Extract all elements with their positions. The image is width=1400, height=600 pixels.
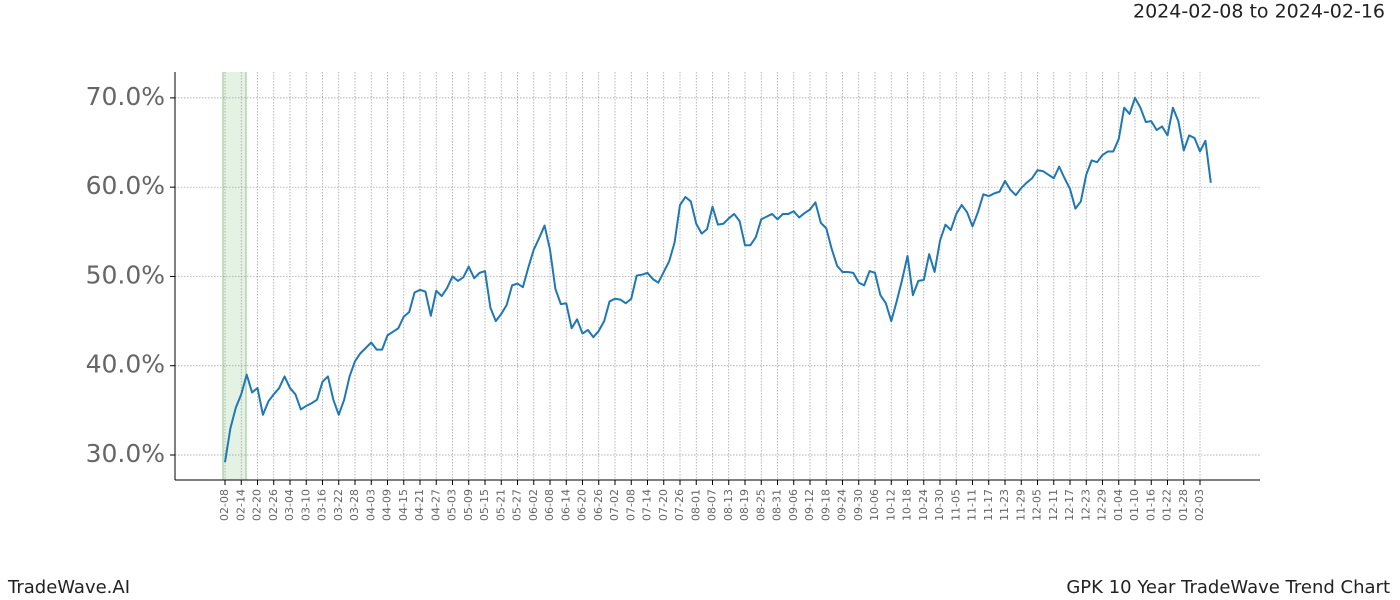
x-tick-label: 11-05	[949, 489, 962, 521]
x-tick-label: 08-31	[771, 489, 784, 521]
y-tick-label: 40.0%	[86, 350, 165, 379]
y-tick-label: 50.0%	[86, 260, 165, 289]
x-tick-label: 10-12	[884, 489, 897, 521]
x-tick-label: 08-13	[722, 489, 735, 521]
x-tick-label: 10-30	[933, 489, 946, 521]
x-tick-label: 05-21	[494, 489, 507, 521]
x-tick-label: 09-24	[836, 489, 849, 521]
x-tick-label: 10-24	[917, 489, 930, 521]
x-tick-label: 12-11	[1047, 489, 1060, 521]
x-tick-label: 03-22	[332, 489, 345, 521]
x-tick-label: 06-20	[576, 489, 589, 521]
x-tick-label: 12-29	[1096, 489, 1109, 521]
x-tick-label: 10-06	[868, 489, 881, 521]
x-tick-label: 07-02	[608, 489, 621, 521]
x-tick-label: 04-09	[381, 489, 394, 521]
x-tick-label: 11-23	[998, 489, 1011, 521]
x-tick-label: 11-11	[966, 489, 979, 521]
y-tick-label: 70.0%	[86, 82, 165, 111]
source-label: TradeWave.AI	[7, 577, 130, 598]
x-tick-label: 07-14	[641, 489, 654, 521]
x-tick-label: 04-15	[397, 489, 410, 521]
highlight-window	[223, 72, 246, 480]
x-tick-label: 07-26	[673, 489, 686, 521]
x-tick-label: 01-04	[1112, 489, 1125, 521]
x-tick-label: 09-18	[819, 489, 832, 521]
x-tick-label: 04-27	[429, 489, 442, 521]
x-tick-label: 05-27	[511, 489, 524, 521]
chart-title: GPK 10 Year TradeWave Trend Chart	[1066, 577, 1390, 598]
x-tick-label: 01-28	[1177, 489, 1190, 521]
x-tick-label: 12-17	[1063, 489, 1076, 521]
x-tick-label: 08-07	[706, 489, 719, 521]
x-tick-label: 01-10	[1128, 489, 1141, 521]
x-tick-label: 04-03	[364, 489, 377, 521]
x-tick-label: 10-18	[901, 489, 914, 521]
x-tick-label: 02-03	[1193, 489, 1206, 521]
x-tick-label: 07-08	[624, 489, 637, 521]
x-tick-label: 05-09	[462, 489, 475, 521]
x-tick-label: 07-20	[657, 489, 670, 521]
x-tick-label: 06-08	[543, 489, 556, 521]
x-tick-label: 12-05	[1031, 489, 1044, 521]
x-tick-label: 02-26	[267, 489, 280, 521]
trend-line	[224, 96, 1212, 463]
x-tick-label: 11-17	[982, 489, 995, 521]
x-tick-label: 09-30	[852, 489, 865, 521]
x-tick-label: 08-01	[689, 489, 702, 521]
x-tick-label: 01-22	[1161, 489, 1174, 521]
x-tick-label: 09-06	[787, 489, 800, 521]
x-tick-label: 06-02	[527, 489, 540, 521]
x-tick-label: 09-12	[803, 489, 816, 521]
y-tick-label: 30.0%	[86, 439, 165, 468]
x-tick-label: 02-08	[218, 489, 231, 521]
x-tick-label: 06-26	[592, 489, 605, 521]
x-tick-label: 03-04	[283, 489, 296, 521]
x-tick-label: 08-19	[738, 489, 751, 521]
chart-subtitle: 2024-02-08 to 2024-02-16	[1133, 1, 1385, 23]
x-tick-label: 06-14	[559, 489, 572, 521]
x-tick-label: 02-20	[251, 489, 264, 521]
x-tick-label: 04-21	[413, 489, 426, 521]
x-tick-label: 05-03	[446, 489, 459, 521]
grid: 30.0% 40.0% 50.0% 60.0% 70.0% 02-08 02-14 02-20…	[86, 72, 1260, 521]
marks	[224, 96, 1212, 463]
x-tick-label: 03-28	[348, 489, 361, 521]
y-tick-label: 60.0%	[86, 171, 165, 200]
x-tick-label: 03-16	[316, 489, 329, 521]
x-tick-label: 03-10	[299, 489, 312, 521]
x-tick-label: 08-25	[754, 489, 767, 521]
x-tick-label: 02-14	[234, 489, 247, 521]
x-tick-label: 11-29	[1014, 489, 1027, 521]
x-tick-label: 05-15	[478, 489, 491, 521]
x-tick-label: 12-23	[1079, 489, 1092, 521]
x-tick-label: 01-16	[1144, 489, 1157, 521]
